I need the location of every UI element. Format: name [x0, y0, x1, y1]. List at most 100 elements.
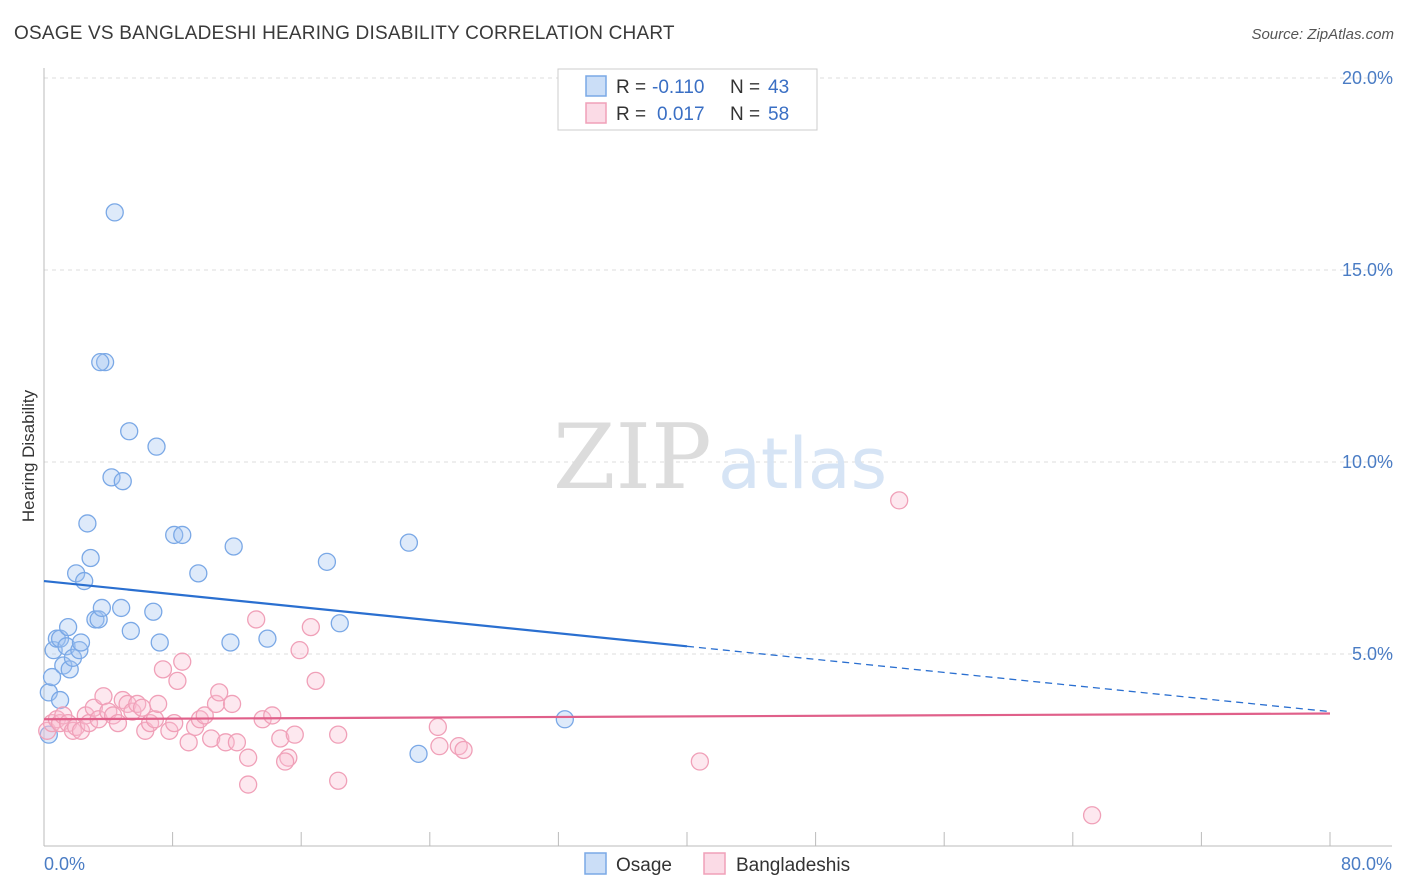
bangladeshis-point-39: [222, 694, 242, 714]
osage-point-20: [95, 353, 115, 372]
osage-point-35: [258, 629, 277, 648]
x-tick-label-min: 0.0%: [44, 854, 85, 874]
bangladeshis-point-28: [165, 713, 184, 733]
legend-n-label-osage: N =: [730, 77, 760, 98]
bangladeshis-point-13: [94, 687, 113, 706]
osage-point-2: [42, 667, 62, 687]
osage-point-37: [330, 614, 349, 633]
y-tick-label-0: 5.0%: [1352, 644, 1393, 664]
bangladeshis-point-34: [195, 706, 214, 725]
osage-point-34: [224, 537, 243, 556]
bangladeshis-point-55: [430, 737, 449, 756]
watermark-zip: ZIP: [553, 405, 712, 510]
osage-point-13: [71, 633, 91, 652]
legend-n-value-bangladeshis: 58: [768, 104, 789, 125]
bangladeshis-point-59: [1082, 806, 1102, 825]
bangladeshis-point-37: [210, 683, 229, 702]
osage-point-29: [150, 633, 169, 652]
osage-point-15: [78, 514, 97, 533]
bangladeshis-point-51: [329, 725, 348, 744]
bangladeshis-point-40: [227, 733, 247, 752]
osage-point-24: [113, 472, 132, 491]
osage-point-26: [121, 621, 140, 641]
x-tick-label-max: 80.0%: [1341, 854, 1392, 874]
osage-point-12: [70, 641, 89, 660]
bangladeshis-point-41: [239, 748, 258, 767]
osage-point-32: [189, 564, 208, 583]
bangladeshis-point-42: [247, 610, 266, 629]
bangladeshis-trend-line: [43, 712, 1331, 721]
bangladeshis-point-25: [148, 694, 168, 714]
x-axis-ticks: [43, 832, 1331, 846]
bangladeshis-point-49: [301, 617, 320, 637]
bangladeshis-point-44: [263, 706, 282, 725]
osage-trend-line: [43, 579, 688, 648]
osage-point-40: [555, 710, 574, 729]
bottom-legend-swatch-bangladeshis: [703, 852, 726, 875]
bangladeshis-point-16: [108, 713, 128, 733]
legend-n-label-bangladeshis: N =: [730, 104, 760, 125]
osage-trend-line-extension: [686, 645, 1331, 713]
legend-swatch-osage: [585, 75, 607, 97]
osage-point-27: [144, 602, 163, 621]
osage-point-9: [60, 660, 79, 679]
scatter-points: [38, 203, 1102, 825]
grid-lines: [44, 77, 1392, 655]
osage-point-38: [399, 533, 419, 552]
osage-point-39: [409, 744, 428, 763]
y-tick-label-3: 20.0%: [1342, 68, 1393, 88]
bottom-legend: Osage Bangladeshis: [584, 852, 850, 876]
bangladeshis-point-29: [168, 671, 187, 691]
legend-r-label-osage: R =: [616, 77, 646, 98]
bangladeshis-point-48: [290, 641, 309, 660]
legend-r-label-bangladeshis: R =: [616, 104, 646, 125]
bangladeshis-point-53: [329, 771, 348, 790]
osage-point-18: [89, 610, 108, 629]
bottom-legend-label-bangladeshis: Bangladeshis: [736, 855, 850, 876]
y-tick-label-1: 10.0%: [1342, 452, 1393, 472]
chart-title: OSAGE VS BANGLADESHI HEARING DISABILITY …: [14, 23, 675, 44]
bottom-legend-label-osage: Osage: [616, 855, 672, 876]
osage-point-41: [91, 353, 110, 372]
bangladeshis-point-50: [306, 671, 325, 691]
osage-point-21: [102, 468, 121, 487]
osage-point-25: [120, 422, 139, 441]
trend-lines: [43, 579, 1331, 721]
bangladeshis-point-26: [153, 660, 173, 679]
y-tick-label-2: 15.0%: [1342, 260, 1393, 280]
watermark-atlas: atlas: [718, 423, 887, 505]
y-tick-labels: 5.0% 10.0% 15.0% 20.0%: [1342, 68, 1393, 664]
osage-point-28: [147, 437, 166, 456]
chart-source: Source: ZipAtlas.com: [1251, 26, 1394, 43]
osage-point-23: [112, 598, 131, 618]
osage-point-36: [317, 552, 337, 571]
legend-n-value-osage: 43: [768, 77, 789, 98]
bangladeshis-point-30: [173, 652, 192, 671]
osage-point-31: [173, 525, 192, 545]
bangladeshis-point-60: [454, 740, 473, 760]
osage-point-33: [221, 633, 240, 652]
y-axis-label: Hearing Disability: [19, 389, 38, 522]
osage-point-8: [58, 617, 78, 637]
bangladeshis-point-57: [890, 491, 909, 510]
legend-r-value-bangladeshis: 0.017: [657, 104, 705, 125]
bangladeshis-point-54: [428, 717, 447, 737]
osage-point-14: [75, 571, 94, 591]
bangladeshis-point-35: [202, 729, 221, 748]
bangladeshis-point-45: [271, 729, 290, 748]
legend-swatch-bangladeshis: [585, 102, 607, 124]
osage-point-16: [81, 548, 100, 568]
bangladeshis-point-36: [206, 694, 226, 714]
bottom-legend-swatch-osage: [584, 852, 607, 875]
osage-point-19: [92, 598, 112, 618]
osage-point-22: [105, 203, 124, 222]
osage-point-42: [50, 690, 70, 710]
bangladeshis-point-31: [179, 733, 198, 752]
bangladeshis-point-61: [275, 752, 295, 771]
legend-box: R = -0.110 N = 43 R = 0.017 N = 58: [557, 68, 818, 131]
legend-r-value-osage: -0.110: [652, 77, 704, 98]
bangladeshis-point-52: [239, 775, 258, 794]
bangladeshis-point-47: [285, 725, 304, 744]
bangladeshis-point-58: [690, 752, 710, 771]
